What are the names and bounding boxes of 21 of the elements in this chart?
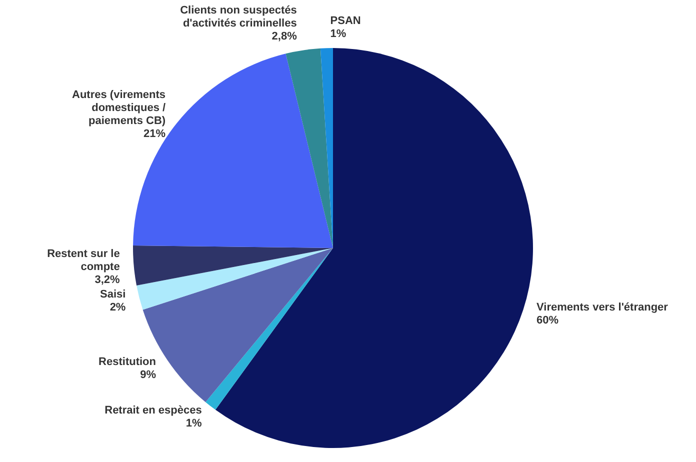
pie-slice: [286, 48, 333, 248]
data-label: 1%: [330, 28, 346, 40]
slice-label: Restitution: [98, 356, 156, 368]
data-label: 3,2%: [94, 274, 120, 286]
pie-slice: [206, 248, 333, 410]
slice-label: Restent sur le compte: [47, 248, 120, 273]
slice-label: Saisi: [100, 288, 126, 301]
slice-label: PSAN: [330, 15, 361, 28]
data-label: 9%: [140, 368, 156, 381]
slice-label: Autres (virements domestiques / paiements CB): [72, 89, 166, 128]
pie-slice: [133, 245, 333, 286]
data-label: 60%: [536, 314, 559, 327]
slice-label: Clients non suspectés d'activités criminelles: [180, 4, 297, 30]
slice-label: Virements vers l'étranger: [536, 302, 669, 314]
data-label: 21%: [144, 128, 166, 140]
pie-slice: [136, 248, 333, 310]
data-label: 1%: [186, 418, 202, 430]
slice-label: Retrait en espèces: [104, 404, 202, 417]
pie-slice: [215, 48, 533, 448]
data-label: 2,8%: [272, 30, 298, 42]
data-label: 2%: [110, 302, 126, 314]
